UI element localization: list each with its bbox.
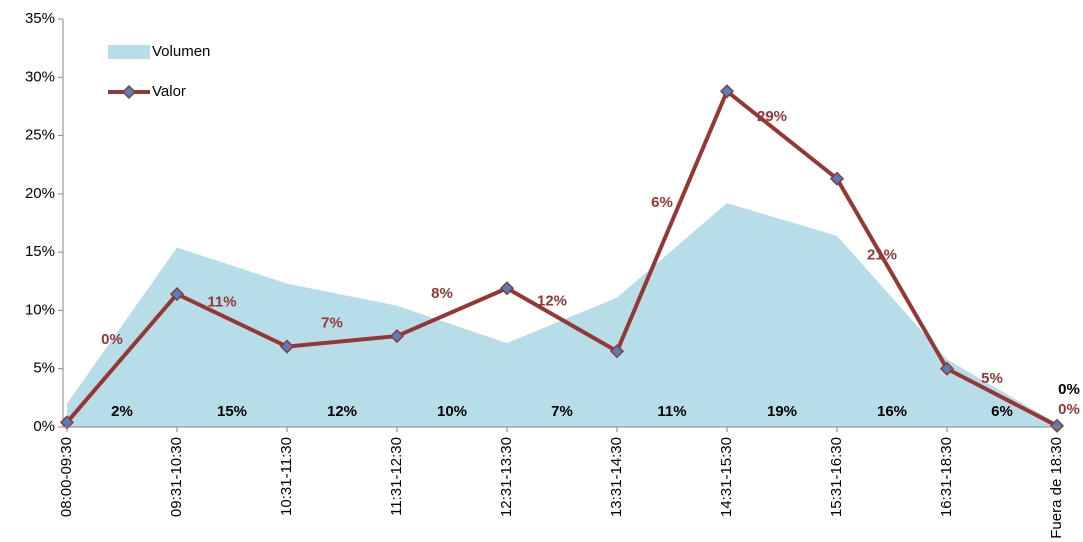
x-tick-label: 09:31-10:30	[168, 437, 185, 517]
value-label: 0%	[101, 331, 123, 348]
area	[67, 203, 1057, 427]
marker	[1049, 418, 1065, 433]
marker	[719, 84, 735, 99]
value-label: 11%	[657, 403, 686, 420]
x-tick-label: 12:31-13:30	[498, 437, 515, 517]
line	[65, 88, 1058, 428]
value-label: 6%	[991, 403, 1013, 420]
value-label: 7%	[321, 314, 343, 331]
value-label: 7%	[551, 403, 573, 420]
value-label: 10%	[437, 403, 467, 420]
marker	[829, 171, 845, 186]
x-tick-label: 16:31-18:30	[938, 437, 955, 517]
value-label: 0%	[1058, 401, 1080, 418]
value-label: 12%	[327, 403, 357, 420]
legend-swatch	[108, 45, 150, 59]
marker	[279, 339, 295, 354]
legend-marker	[121, 84, 137, 100]
marker	[169, 287, 185, 302]
value-label: 8%	[431, 285, 453, 302]
value-label: 29%	[757, 108, 787, 125]
legend-label: Volumen	[152, 43, 210, 60]
value-label: 2%	[111, 403, 133, 420]
marker	[609, 344, 625, 359]
marker	[389, 329, 405, 344]
y-tick-label: 25%	[25, 127, 55, 144]
x-tick-label: 08:00-09:30	[58, 437, 75, 517]
value-label: 0%	[1058, 381, 1080, 398]
y-tick-label: 20%	[25, 185, 55, 202]
y-tick-label: 0%	[33, 418, 55, 435]
x-tick-label: 14:31-15:30	[718, 437, 735, 517]
y-tick-label: 35%	[25, 10, 55, 27]
x-tick-label: 13:31-14:30	[608, 437, 625, 517]
value-label: 5%	[981, 370, 1003, 387]
x-tick-label: 10:31-11:30	[278, 437, 295, 516]
value-label: 16%	[877, 403, 907, 420]
y-tick-label: 30%	[25, 68, 55, 85]
value-label: 21%	[867, 247, 897, 264]
marker	[499, 281, 515, 296]
value-label: 12%	[537, 293, 567, 310]
legend-label: Valor	[152, 83, 186, 100]
value-label: 11%	[207, 293, 236, 310]
value-label: 6%	[651, 194, 673, 211]
x-tick-label: Fuera de 18:30	[1048, 437, 1065, 539]
y-tick-label: 10%	[25, 301, 55, 318]
x-tick-label: 15:31-16:30	[828, 437, 845, 517]
x-tick-label: 11:31-12:30	[388, 437, 405, 516]
value-label: 15%	[217, 403, 247, 420]
y-tick-label: 15%	[25, 243, 55, 260]
marker	[59, 415, 75, 430]
y-tick-label: 5%	[33, 360, 55, 377]
value-label: 19%	[767, 403, 797, 420]
marker	[939, 361, 955, 376]
